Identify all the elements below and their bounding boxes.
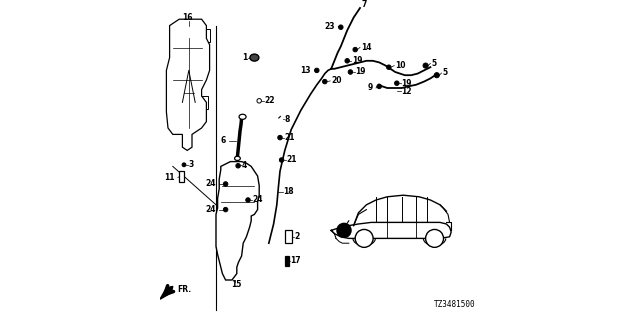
Circle shape xyxy=(339,25,343,29)
Text: 11: 11 xyxy=(164,173,175,182)
PathPatch shape xyxy=(166,19,210,150)
Circle shape xyxy=(278,135,282,140)
Circle shape xyxy=(257,99,262,103)
Bar xyxy=(200,96,208,109)
Circle shape xyxy=(280,158,284,162)
Text: 1: 1 xyxy=(242,53,248,62)
Text: 6: 6 xyxy=(220,136,226,145)
Circle shape xyxy=(223,207,228,212)
Circle shape xyxy=(182,163,186,167)
Bar xyxy=(200,29,210,42)
Text: 9: 9 xyxy=(367,84,372,92)
Circle shape xyxy=(314,68,319,73)
Text: 15: 15 xyxy=(232,280,242,289)
Text: FR.: FR. xyxy=(178,285,192,294)
PathPatch shape xyxy=(216,162,259,280)
Circle shape xyxy=(337,223,351,237)
Circle shape xyxy=(423,63,428,68)
Text: TZ3481500: TZ3481500 xyxy=(433,300,475,309)
Ellipse shape xyxy=(239,114,246,119)
Circle shape xyxy=(426,229,444,247)
Ellipse shape xyxy=(235,156,241,161)
Bar xyxy=(179,171,184,182)
Bar xyxy=(285,230,292,243)
Text: 20: 20 xyxy=(332,76,342,85)
Text: 16: 16 xyxy=(182,13,193,22)
Circle shape xyxy=(377,84,381,89)
Circle shape xyxy=(345,59,349,63)
Text: 12: 12 xyxy=(402,87,412,96)
Text: 10: 10 xyxy=(396,61,406,70)
Circle shape xyxy=(236,164,241,168)
Circle shape xyxy=(435,73,440,78)
Polygon shape xyxy=(160,286,173,299)
Text: 23: 23 xyxy=(324,22,334,31)
Text: 22: 22 xyxy=(264,96,275,105)
Bar xyxy=(285,256,289,266)
Text: 2: 2 xyxy=(294,232,300,241)
Circle shape xyxy=(348,70,353,74)
Text: 13: 13 xyxy=(300,66,310,75)
Text: 3: 3 xyxy=(188,160,193,169)
Circle shape xyxy=(387,65,391,69)
Text: 21: 21 xyxy=(287,156,297,164)
Text: 18: 18 xyxy=(283,188,294,196)
Text: 5: 5 xyxy=(443,68,448,77)
Text: 14: 14 xyxy=(362,43,372,52)
Text: 7: 7 xyxy=(362,0,367,9)
Circle shape xyxy=(394,81,399,85)
Circle shape xyxy=(353,47,357,52)
Text: 21: 21 xyxy=(285,133,295,142)
Text: 5: 5 xyxy=(431,59,436,68)
Text: 24: 24 xyxy=(253,196,263,204)
Circle shape xyxy=(246,198,250,202)
Ellipse shape xyxy=(250,54,259,61)
Text: 4: 4 xyxy=(242,161,247,170)
Circle shape xyxy=(355,229,373,247)
Circle shape xyxy=(323,79,327,84)
Circle shape xyxy=(223,182,228,186)
Text: 19: 19 xyxy=(355,68,365,76)
Text: 19: 19 xyxy=(352,56,362,65)
Text: 8: 8 xyxy=(285,115,290,124)
Text: 17: 17 xyxy=(291,256,301,265)
Text: 24: 24 xyxy=(205,180,216,188)
Text: 24: 24 xyxy=(205,205,216,214)
Text: 19: 19 xyxy=(402,79,412,88)
